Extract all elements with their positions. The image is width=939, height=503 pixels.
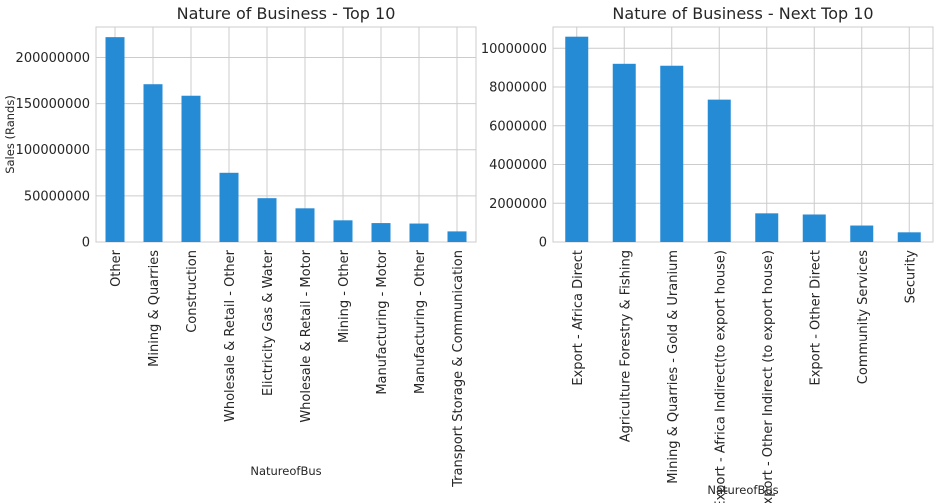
x-tick-label: Agriculture Forestry & Fishing [618, 250, 633, 442]
bar [371, 223, 391, 242]
bar [295, 208, 315, 242]
chart-title: Nature of Business - Top 10 [177, 4, 396, 23]
bar [850, 225, 874, 242]
x-tick-label: Mining - Other [337, 249, 352, 343]
y-tick-label: 0 [82, 236, 90, 251]
bar [219, 172, 239, 242]
x-tick-label: Elictricity Gas & Water [261, 249, 276, 396]
y-tick-label: 6000000 [489, 119, 547, 134]
x-tick-label: Mining & Quarries - Gold & Uranium [666, 250, 681, 484]
bar [660, 65, 684, 242]
bar [447, 231, 467, 242]
x-tick-label: Export - Other Indirect (to export house… [761, 250, 776, 503]
x-tick-label: Security [903, 250, 918, 304]
bar [181, 95, 201, 243]
bar [802, 214, 826, 242]
x-tick-label: Manufacturing - Motor [375, 249, 390, 394]
x-tick-label: Transport Storage & Communication [451, 250, 466, 488]
y-tick-label: 2000000 [489, 197, 547, 212]
plot-area [552, 26, 934, 243]
x-axis-label: NatureofBus [707, 483, 778, 497]
x-axis-label: NatureofBus [250, 464, 321, 478]
x-tick-label: Wholesale & Retail - Other [223, 249, 238, 422]
y-tick-label: 150000000 [16, 97, 90, 112]
x-tick-label: Manufacturing - Other [413, 249, 428, 394]
bar [143, 84, 163, 242]
x-tick-label: Community Services [856, 250, 871, 384]
chart-top-10: 0 50000000 100000000 150000000 200000000 Othe… [3, 4, 477, 488]
bar [105, 37, 125, 243]
bar [612, 63, 636, 242]
bar [565, 36, 589, 242]
y-tick-label: 10000000 [481, 42, 547, 57]
y-tick-label: 200000000 [16, 51, 90, 66]
bar [755, 213, 779, 242]
bar [409, 223, 429, 242]
y-tick-label: 0 [539, 236, 547, 251]
x-tick-label: Export - Other Direct [808, 250, 823, 385]
y-tick-label: 8000000 [489, 81, 547, 96]
bar [897, 232, 921, 242]
bar [707, 99, 731, 242]
x-tick-label: Export - Africa Indirect(to export house… [713, 250, 728, 503]
y-tick-label: 4000000 [489, 158, 547, 173]
y-tick-label: 50000000 [24, 189, 90, 204]
y-axis-label: Sales (Rands) [3, 95, 17, 174]
bar [333, 220, 353, 242]
x-tick-label: Export - Africa Direct [571, 250, 586, 386]
x-tick-label: Construction [185, 250, 200, 333]
chart-title: Nature of Business - Next Top 10 [612, 4, 873, 23]
y-tick-label: 100000000 [16, 143, 90, 158]
x-tick-label: Wholesale & Retail - Motor [299, 249, 314, 422]
x-tick-label: Mining & Quarries [147, 250, 162, 367]
bar [257, 198, 277, 242]
chart-next-top-10: 0 2000000 4000000 6000000 8000000 10000000 Exp… [481, 4, 934, 503]
x-tick-label: Other [109, 249, 124, 287]
